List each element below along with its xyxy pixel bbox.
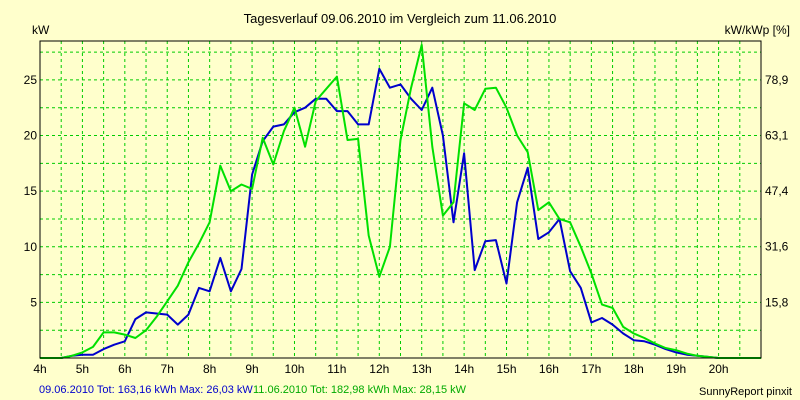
y-tick-label-left: 5 xyxy=(30,295,37,309)
x-tick-label: 15h xyxy=(497,362,517,376)
x-tick-label: 17h xyxy=(581,362,601,376)
series-line-1 xyxy=(40,67,761,359)
y-tick-label-left: 10 xyxy=(24,240,38,254)
x-tick-label: 6h xyxy=(118,362,131,376)
x-tick-label: 16h xyxy=(539,362,559,376)
y-axis-right-label: kW/kWp [%] xyxy=(725,23,790,37)
x-tick-label: 5h xyxy=(76,362,89,376)
x-tick-label: 7h xyxy=(161,362,174,376)
footer-series1-summary: 09.06.2010 Tot: 163,16 kWh Max: 26,03 kW xyxy=(39,384,253,396)
chart-title: Tagesverlauf 09.06.2010 im Vergleich zum… xyxy=(244,11,557,26)
plot-frame xyxy=(39,40,762,359)
series-line-2 xyxy=(40,43,761,359)
y-tick-label-left: 25 xyxy=(24,73,38,87)
y-tick-label-left: 15 xyxy=(24,184,38,198)
y-axis-left-label: kW xyxy=(32,23,50,37)
x-tick-label: 12h xyxy=(369,362,389,376)
grid xyxy=(40,41,761,358)
footer-series2-summary: 11.06.2010 Tot: 182,98 kWh Max: 28,15 kW xyxy=(253,384,467,396)
y-tick-label-right: 47,4 xyxy=(765,184,789,198)
y-tick-label-left: 20 xyxy=(24,129,38,143)
x-tick-label: 19h xyxy=(666,362,686,376)
y-tick-label-right: 78,9 xyxy=(765,73,789,87)
y-tick-label-right: 63,1 xyxy=(765,129,789,143)
x-tick-label: 9h xyxy=(245,362,258,376)
x-tick-label: 4h xyxy=(33,362,46,376)
footer-credit: SunnyReport pinxit xyxy=(699,386,792,398)
x-tick-label: 8h xyxy=(203,362,216,376)
y-tick-label-right: 31,6 xyxy=(765,240,789,254)
x-tick-label: 10h xyxy=(284,362,304,376)
x-tick-label: 20h xyxy=(709,362,729,376)
series-layer xyxy=(40,43,761,359)
y-tick-label-right: 15,8 xyxy=(765,295,789,309)
x-tick-label: 14h xyxy=(454,362,474,376)
x-tick-label: 18h xyxy=(624,362,644,376)
tick-labels: 4h 5h 6h 7h 8h 9h 10h 11h 12h 13h 14h 15h 16h 17h 18h 1… xyxy=(24,73,789,376)
x-tick-label: 13h xyxy=(412,362,432,376)
x-tick-label: 11h xyxy=(327,362,346,376)
